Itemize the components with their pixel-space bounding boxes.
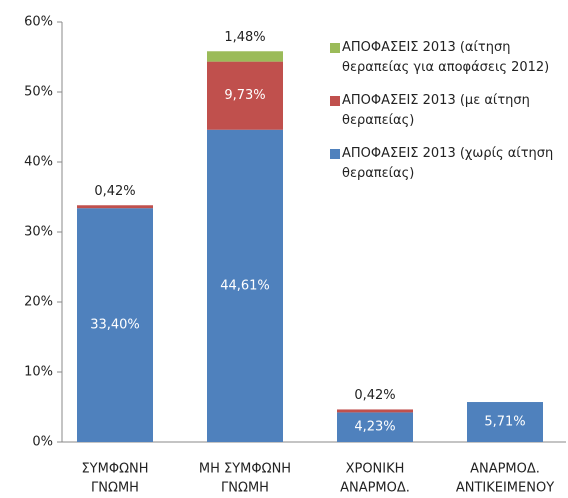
- data-label: 1,48%: [224, 30, 265, 45]
- legend-item: ΑΠΟΦΑΣΕΙΣ 2013 (με αίτηση θεραπείας): [330, 91, 566, 131]
- x-tick-label: ΓΝΩΜΗ: [221, 481, 269, 496]
- y-tick-label: 30%: [24, 225, 53, 240]
- y-tick-label: 10%: [24, 365, 53, 380]
- x-tick-label: ΑΝΑΡΜΟΔ.: [470, 462, 540, 477]
- legend-item: ΑΠΟΦΑΣΕΙΣ 2013 (αίτηση θεραπείας για απο…: [330, 38, 566, 78]
- y-tick-label: 20%: [24, 295, 53, 310]
- x-tick-label: ΜΗ ΣΥΜΦΩΝΗ: [199, 462, 291, 477]
- bar-segment: [207, 51, 283, 62]
- legend-label: ΑΠΟΦΑΣΕΙΣ 2013 (με αίτηση θεραπείας): [342, 93, 530, 128]
- data-label: 5,71%: [484, 415, 525, 430]
- y-tick-label: 0%: [32, 435, 53, 450]
- data-label: 44,61%: [220, 278, 270, 293]
- x-tick-label: ΑΝΑΡΜΟΔ.: [340, 481, 410, 496]
- x-tick-label: ΓΝΩΜΗ: [91, 481, 139, 496]
- bar-segment: [337, 409, 413, 413]
- data-label: 9,73%: [224, 88, 265, 103]
- bar-segment: [77, 205, 153, 209]
- bar-segment: [207, 61, 283, 130]
- data-label: 33,40%: [90, 318, 140, 333]
- x-tick-label: ΧΡΟΝΙΚΗ: [346, 462, 405, 477]
- x-tick-label: ΑΝΤΙΚΕΙΜΕΝΟΥ: [456, 481, 554, 496]
- data-label: 0,42%: [94, 184, 135, 199]
- legend-swatch: [330, 96, 340, 106]
- bar-segment: [337, 412, 413, 442]
- legend-swatch: [330, 149, 340, 159]
- legend-label: ΑΠΟΦΑΣΕΙΣ 2013 (αίτηση θεραπείας για απο…: [342, 40, 550, 75]
- y-tick-label: 50%: [24, 85, 53, 100]
- legend-swatch: [330, 43, 340, 53]
- legend: ΑΠΟΦΑΣΕΙΣ 2013 (αίτηση θεραπείας για απο…: [330, 38, 566, 197]
- bar-segment: [207, 129, 283, 443]
- y-tick-label: 60%: [24, 15, 53, 30]
- data-label: 0,42%: [354, 388, 395, 403]
- legend-item: ΑΠΟΦΑΣΕΙΣ 2013 (χωρίς αίτηση θεραπείας): [330, 144, 566, 184]
- bar-segment: [467, 402, 543, 442]
- x-tick-label: ΣΥΜΦΩΝΗ: [81, 462, 148, 477]
- legend-label: ΑΠΟΦΑΣΕΙΣ 2013 (χωρίς αίτηση θεραπείας): [342, 146, 554, 181]
- bar-segment: [77, 208, 153, 442]
- data-label: 4,23%: [354, 420, 395, 435]
- y-tick-label: 40%: [24, 155, 53, 170]
